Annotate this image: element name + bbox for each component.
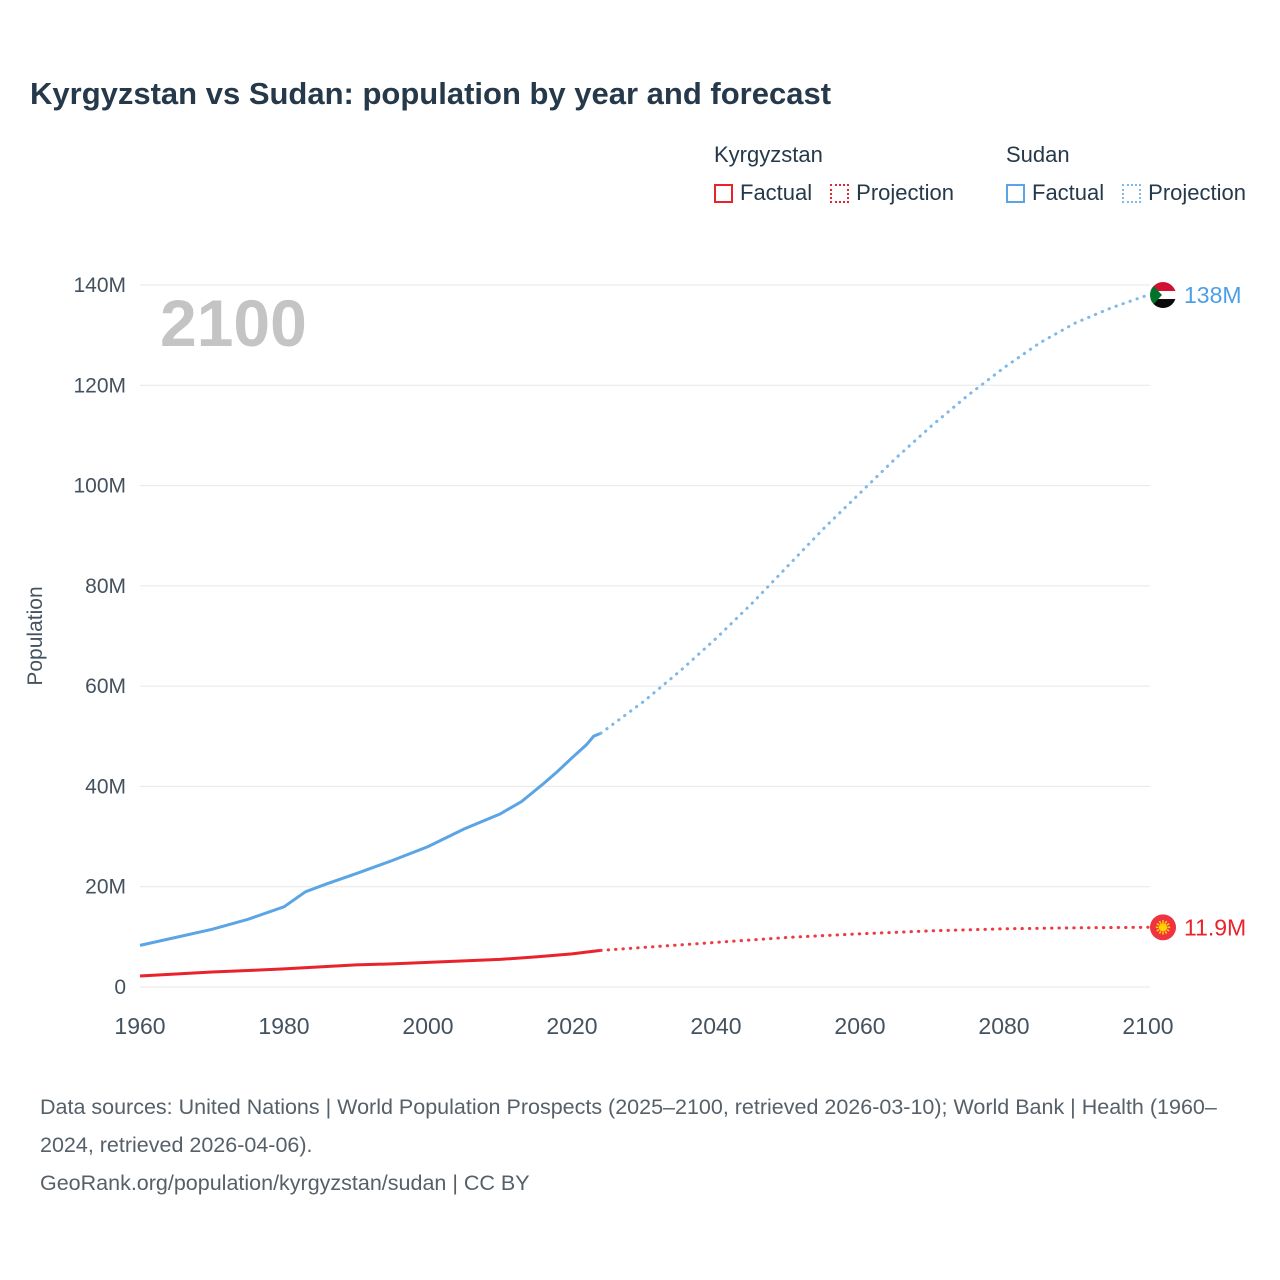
chart-title: Kyrgyzstan vs Sudan: population by year … xyxy=(30,76,832,111)
dotted-line-swatch-icon xyxy=(830,183,850,203)
end-value-label: 11.9M xyxy=(1184,914,1246,940)
sudan-flag-icon xyxy=(1150,282,1176,309)
legend-item-kyrgyzstan-projection[interactable]: Projection xyxy=(830,180,954,206)
x-tick-label: 2060 xyxy=(834,1013,885,1039)
solid-line-swatch-icon xyxy=(714,183,733,203)
sudan-factual-line xyxy=(139,731,602,947)
legend-item-sudan-factual[interactable]: Factual xyxy=(1006,180,1104,206)
legend-items: Factual Projection xyxy=(1006,180,1246,206)
y-tick-label: 20M xyxy=(85,876,126,899)
x-tick-label: 2040 xyxy=(690,1013,741,1039)
kyrgyzstan-factual-line xyxy=(139,948,601,978)
y-tick-label: 0 xyxy=(114,976,126,999)
legend-item-kyrgyzstan-factual[interactable]: Factual xyxy=(714,180,812,206)
y-tick-label: 120M xyxy=(73,374,126,397)
x-tick-label: 2080 xyxy=(978,1013,1029,1039)
dotted-line-swatch-icon xyxy=(1122,183,1142,203)
y-tick-label: 80M xyxy=(85,575,126,598)
legend-group-kyrgyzstan: Kyrgyzstan Factual Projection xyxy=(714,142,954,206)
footer: Data sources: United Nations | World Pop… xyxy=(40,1088,1225,1202)
watermark-year: 2100 xyxy=(160,286,307,360)
legend-item-label: Factual xyxy=(740,180,813,205)
y-axis-title: Population xyxy=(24,586,47,685)
x-tick-label: 1960 xyxy=(114,1013,165,1039)
y-tick-label: 100M xyxy=(73,475,126,498)
legend-item-sudan-projection[interactable]: Projection xyxy=(1122,180,1246,206)
legend-item-label: Projection xyxy=(856,180,954,205)
x-tick-label: 2000 xyxy=(402,1013,453,1039)
y-tick-label: 40M xyxy=(85,775,126,798)
x-tick-label: 1980 xyxy=(258,1013,309,1039)
solid-line-swatch-icon xyxy=(1006,183,1025,203)
y-tick-label: 60M xyxy=(85,675,126,698)
legend-group-label: Sudan xyxy=(1006,142,1070,167)
x-tick-label: 2020 xyxy=(546,1013,597,1039)
kyrgyzstan-projection-line xyxy=(599,925,1150,952)
legend-item-label: Factual xyxy=(1032,180,1105,205)
legend-group-label: Kyrgyzstan xyxy=(714,142,823,167)
y-tick-label: 140M xyxy=(73,274,126,297)
legend: Kyrgyzstan Factual Projection Sudan Fact… xyxy=(714,142,1246,206)
sudan-projection-line xyxy=(599,293,1150,735)
x-tick-label: 2100 xyxy=(1122,1013,1173,1039)
end-value-label: 138M xyxy=(1184,282,1242,308)
legend-items: Factual Projection xyxy=(714,180,954,206)
kyrgyzstan-flag-icon xyxy=(1150,914,1176,941)
data-sources-text: Data sources: United Nations | World Pop… xyxy=(40,1095,1217,1157)
attribution-link[interactable]: GeoRank.org/population/kyrgyzstan/sudan … xyxy=(40,1171,530,1195)
legend-item-label: Projection xyxy=(1148,180,1246,205)
population-line-chart: 0 20M 40M 60M 80M 100M 120M 140M 1960 1980 2000 202… xyxy=(24,274,1246,1039)
legend-group-sudan: Sudan Factual Projection xyxy=(1006,142,1246,206)
